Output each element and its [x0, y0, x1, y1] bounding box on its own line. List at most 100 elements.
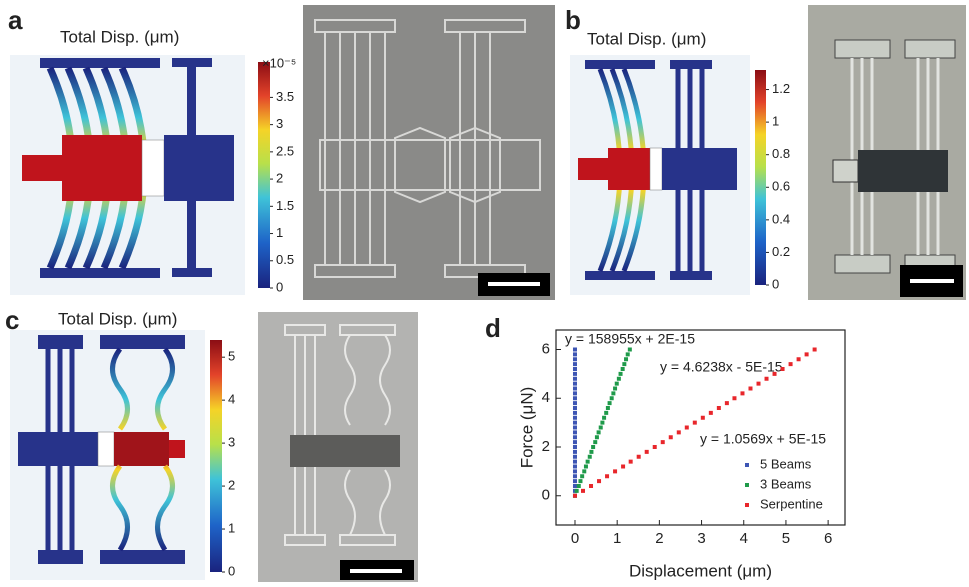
y-axis-label: Force (μN) [517, 387, 536, 469]
figure: aTotal Disp. (μm)×10⁻⁵00.511.522.533.5bT… [0, 0, 969, 587]
point [813, 348, 817, 352]
photo-a [303, 5, 555, 300]
point [575, 489, 579, 493]
colorbar-tick-label: 0.5 [276, 252, 294, 267]
colorbar-tick-label: 3 [228, 435, 235, 450]
point [765, 377, 769, 381]
point [573, 377, 577, 381]
point [582, 469, 586, 473]
point [604, 411, 608, 415]
point [573, 440, 577, 444]
point [653, 445, 657, 449]
point [573, 469, 577, 473]
point [789, 362, 793, 366]
legend-swatch [745, 503, 749, 507]
point [732, 396, 736, 400]
point [573, 430, 577, 434]
point [725, 401, 729, 405]
point [573, 401, 577, 405]
point [805, 352, 809, 356]
point [584, 465, 588, 469]
point [573, 396, 577, 400]
point [602, 416, 606, 420]
photo-c [258, 312, 418, 582]
point [573, 455, 577, 459]
colorbar-tick-label: 1 [276, 225, 283, 240]
point [613, 469, 617, 473]
simulation-a [10, 55, 245, 295]
x-axis-label: Displacement (μm) [629, 561, 772, 580]
equation: y = 158955x + 2E-15 [565, 331, 695, 347]
colorbar-exponent: ×10⁻⁵ [262, 55, 296, 70]
colorbar-tick-label: 0.8 [772, 146, 790, 161]
point [645, 450, 649, 454]
colorbar-tick-label: 0 [772, 276, 779, 291]
point [573, 445, 577, 449]
colorbar-tick-label: 0 [276, 279, 283, 294]
point [573, 406, 577, 410]
legend-label: 3 Beams [760, 476, 812, 491]
point [608, 401, 612, 405]
colorbar-tick-label: 5 [228, 349, 235, 364]
colorbar [258, 62, 270, 288]
point [717, 406, 721, 410]
panel-label: a [8, 5, 23, 35]
y-tick-label: 4 [542, 389, 550, 406]
equation: y = 1.0569x + 5E-15 [700, 431, 826, 447]
simulation-c [10, 330, 205, 580]
point [701, 416, 705, 420]
x-tick-label: 0 [571, 530, 579, 547]
colorbar [210, 340, 222, 572]
point [781, 367, 785, 371]
point [573, 367, 577, 371]
point [573, 426, 577, 430]
point [573, 479, 577, 483]
y-tick-label: 0 [542, 487, 550, 504]
point [610, 396, 614, 400]
point [591, 445, 595, 449]
point [573, 421, 577, 425]
point [628, 348, 632, 352]
point [573, 484, 577, 488]
panel-label: c [5, 305, 19, 335]
point [599, 426, 603, 430]
point [619, 372, 623, 376]
point [581, 489, 585, 493]
point [621, 465, 625, 469]
point [597, 479, 601, 483]
x-tick-label: 6 [824, 530, 832, 547]
point [595, 435, 599, 439]
panel-title: Total Disp. (μm) [58, 309, 177, 328]
point [573, 348, 577, 352]
point [797, 357, 801, 361]
point [573, 387, 577, 391]
colorbar-tick-label: 0.4 [772, 211, 790, 226]
point [573, 494, 577, 498]
colorbar-tick-label: 0 [228, 563, 235, 578]
point [573, 465, 577, 469]
colorbar-tick-label: 1.5 [276, 198, 294, 213]
colorbar-tick-label: 2 [228, 478, 235, 493]
legend-label: 5 Beams [760, 456, 812, 471]
point [586, 460, 590, 464]
colorbar-tick-label: 4 [228, 392, 235, 407]
y-tick-label: 2 [542, 438, 550, 455]
panel-label: d [485, 313, 501, 343]
equation: y = 4.6238x - 5E-15 [660, 359, 783, 375]
point [693, 421, 697, 425]
point [669, 435, 673, 439]
point [629, 460, 633, 464]
colorbar-tick-label: 3.5 [276, 89, 294, 104]
point [573, 391, 577, 395]
point [685, 426, 689, 430]
point [573, 435, 577, 439]
point [573, 450, 577, 454]
simulation-b [570, 55, 750, 295]
photo-b [808, 5, 966, 300]
colorbar-tick-label: 0.6 [772, 179, 790, 194]
colorbar-tick-label: 2 [276, 171, 283, 186]
point [573, 460, 577, 464]
colorbar-tick-label: 2.5 [276, 143, 294, 158]
x-tick-label: 3 [697, 530, 705, 547]
point [605, 474, 609, 478]
